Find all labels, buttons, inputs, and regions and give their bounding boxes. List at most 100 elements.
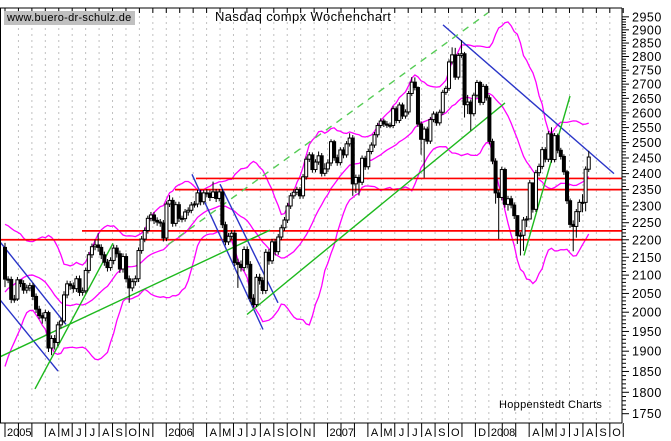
candle-body-up: [254, 276, 259, 306]
candle-body-down: [21, 283, 26, 291]
x-axis-label: N: [303, 427, 311, 439]
candle-body-up: [24, 287, 29, 291]
x-axis-label: A: [425, 427, 433, 439]
candle-body-up: [83, 269, 88, 292]
x-axis-label: S: [438, 427, 445, 439]
x-axis-label: J: [90, 427, 96, 439]
candle-body-up: [406, 92, 411, 113]
candle-body-up: [518, 234, 523, 237]
candle-body-up: [192, 203, 197, 206]
candle-body-up: [440, 91, 445, 113]
x-axis-label: J: [76, 427, 82, 439]
candle-body-up: [583, 168, 588, 203]
candle-body-down: [319, 155, 324, 174]
candle-body-down: [341, 149, 346, 156]
candle-body-up: [481, 85, 486, 103]
candle-body-up: [65, 283, 70, 296]
candle-body-up: [93, 244, 98, 248]
candle-body-up: [183, 211, 188, 220]
candle-body-down: [46, 312, 51, 349]
candle-body-down: [571, 223, 576, 227]
candle-body-up: [49, 338, 54, 349]
uptrend-2005-long: [0, 229, 271, 358]
candle-body-up: [474, 81, 479, 96]
y-axis-label: 2400: [632, 167, 662, 181]
candle-body-down: [453, 54, 458, 78]
candle-body-down: [30, 285, 35, 297]
candle-body-up: [195, 192, 200, 205]
candle-body-up: [546, 133, 551, 160]
candle-body-up: [447, 61, 452, 89]
x-axis-label: A: [263, 427, 271, 439]
candle-body-up: [58, 320, 63, 326]
candle-body-down: [105, 261, 110, 269]
candle-body-down: [394, 108, 399, 121]
candle-body-up: [533, 172, 538, 210]
candle-body-up: [15, 279, 20, 300]
candle-body-down: [117, 253, 122, 270]
candle-body-up: [322, 168, 327, 174]
candle-body-up: [431, 113, 436, 121]
candle-body-up: [291, 191, 296, 197]
candle-body-down: [245, 249, 250, 265]
candle-body-up: [409, 81, 414, 94]
candle-body-up: [527, 182, 532, 220]
candle-body-down: [332, 141, 337, 159]
candle-body-up: [437, 111, 442, 124]
candle-body-down: [152, 214, 157, 221]
candle-body-up: [586, 156, 591, 170]
y-axis-label: 2950: [632, 10, 662, 24]
upper-band: [4, 21, 589, 267]
candle-body-up: [201, 192, 206, 203]
candle-body-down: [158, 221, 163, 224]
candle-body-up: [443, 87, 448, 93]
candlesticks: [3, 40, 591, 356]
candle-body-down: [561, 155, 566, 173]
candle-body-up: [375, 124, 380, 136]
candle-body-down: [223, 224, 228, 243]
y-axis-label: 2250: [632, 216, 662, 230]
y-axis-label: 2150: [632, 251, 662, 265]
candle-body-up: [74, 278, 79, 290]
candle-body-up: [142, 230, 147, 240]
candle-body-up: [279, 227, 284, 238]
candle-body-up: [347, 137, 352, 145]
candle-body-down: [297, 189, 302, 197]
candle-body-down: [487, 97, 492, 142]
candle-body-down: [257, 276, 262, 282]
x-axis-label: A: [210, 427, 218, 439]
candle-body-down: [568, 200, 573, 225]
y-axis-label: 2600: [632, 106, 662, 120]
candle-body-up: [294, 189, 299, 193]
uptrend-2008-steep: [523, 95, 571, 256]
candle-body-down: [565, 171, 570, 202]
candle-body-down: [114, 247, 119, 255]
y-axis-label: 2350: [632, 183, 662, 197]
candle-body-up: [577, 201, 582, 213]
candle-body-up: [307, 154, 312, 160]
candle-body-up: [369, 144, 374, 152]
x-axis-label: O: [128, 427, 137, 439]
downtrend-2006-lower: [219, 183, 279, 304]
candle-body-up: [130, 281, 135, 289]
candle-body-up: [552, 135, 557, 161]
y-axis-label: 2450: [632, 151, 662, 165]
candle-body-up: [288, 195, 293, 207]
candle-body-down: [34, 295, 39, 310]
y-axis-label: 2900: [632, 23, 662, 37]
candle-body-up: [378, 120, 383, 126]
y-axis-label: 2300: [632, 199, 662, 213]
x-axis-label: D: [478, 427, 486, 439]
candle-body-up: [537, 165, 542, 174]
candle-body-down: [400, 104, 405, 117]
candle-body-down: [310, 154, 315, 171]
axes: [0, 7, 629, 437]
candle-body-down: [40, 315, 45, 319]
candle-body-up: [12, 298, 17, 301]
candle-body-up: [80, 290, 85, 293]
candle-body-up: [276, 236, 281, 253]
candle-body-down: [77, 278, 82, 293]
x-axis-label: J: [412, 427, 418, 439]
x-axis-label: M: [545, 427, 554, 439]
